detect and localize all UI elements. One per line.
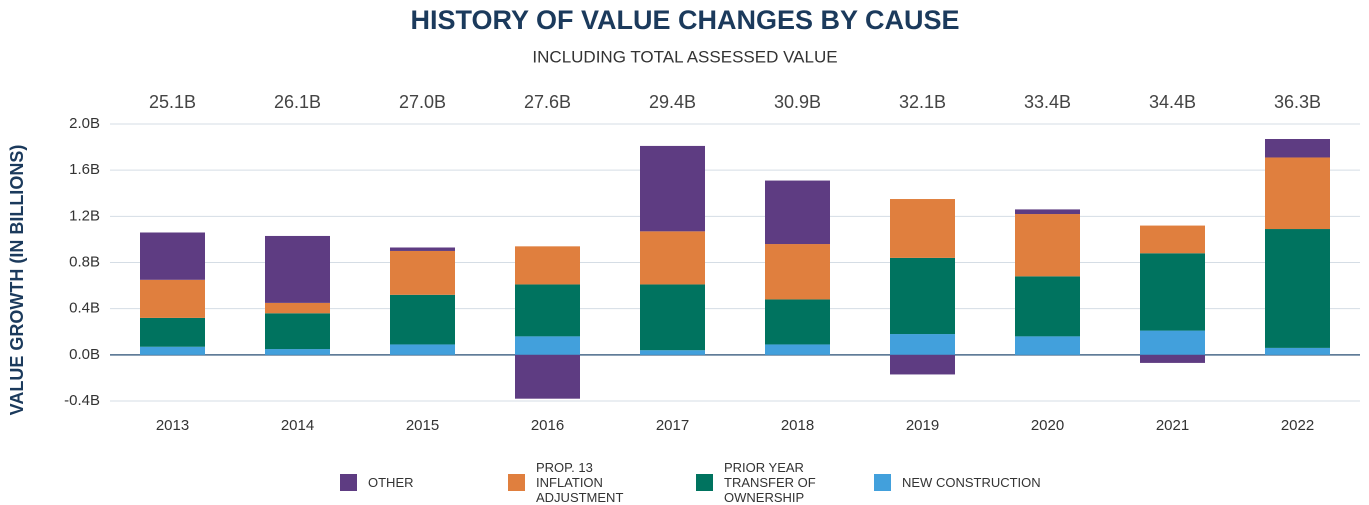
y-tick-label: 0.0B — [69, 346, 100, 363]
bar-segment — [890, 199, 955, 258]
total-label: 34.4B — [1149, 92, 1196, 112]
bar-segment — [1265, 139, 1330, 158]
legend-swatch — [340, 474, 357, 491]
bar-segment — [1015, 209, 1080, 215]
bar-segment — [265, 313, 330, 350]
bar-segment — [515, 284, 580, 337]
x-tick-label: 2020 — [1031, 417, 1064, 434]
bar-segment — [640, 284, 705, 351]
total-label: 29.4B — [649, 92, 696, 112]
total-label: 30.9B — [774, 92, 821, 112]
legend-item: NEW CONSTRUCTION — [874, 474, 1074, 491]
y-axis-title: VALUE GROWTH (IN BILLIONS) — [7, 145, 27, 416]
x-tick-label: 2017 — [656, 417, 689, 434]
legend-item: PRIOR YEAR TRANSFER OF OWNERSHIP — [696, 460, 856, 505]
bar-segment — [515, 354, 580, 399]
x-tick-label: 2015 — [406, 417, 439, 434]
bar-segment — [1140, 330, 1205, 355]
bar-segment — [140, 279, 205, 318]
bar-segment — [1140, 354, 1205, 363]
bar-segment — [765, 244, 830, 300]
x-tick-label: 2014 — [281, 417, 314, 434]
total-label: 26.1B — [274, 92, 321, 112]
bar-segment — [140, 232, 205, 280]
bar-segment — [1140, 225, 1205, 254]
y-tick-label: 2.0B — [69, 115, 100, 132]
chart: HISTORY OF VALUE CHANGES BY CAUSE INCLUD… — [7, 5, 1360, 434]
bar-segment — [765, 344, 830, 355]
bar-segment — [640, 145, 705, 232]
bar-segment — [890, 354, 955, 375]
legend-label: OTHER — [368, 475, 414, 490]
bar-segment — [640, 350, 705, 355]
x-tick-label: 2016 — [531, 417, 564, 434]
legend: OTHER PROP. 13 INFLATION ADJUSTMENT PRIOR … — [340, 460, 1074, 505]
bar-segment — [890, 334, 955, 355]
bar-segment — [1015, 336, 1080, 355]
bar-segment — [515, 336, 580, 355]
y-tick-label: -0.4B — [64, 392, 100, 409]
legend-item: OTHER — [340, 474, 490, 491]
bar-segment — [140, 317, 205, 347]
bar-segment — [265, 235, 330, 303]
total-label: 32.1B — [899, 92, 946, 112]
bar-segment — [1140, 253, 1205, 331]
total-label: 25.1B — [149, 92, 196, 112]
y-tick-label: 1.2B — [69, 207, 100, 224]
bar-segment — [1265, 229, 1330, 348]
x-tick-label: 2018 — [781, 417, 814, 434]
legend-item: PROP. 13 INFLATION ADJUSTMENT — [508, 460, 678, 505]
bar-segment — [390, 247, 455, 251]
total-label: 27.6B — [524, 92, 571, 112]
legend-swatch — [874, 474, 891, 491]
bar-segment — [265, 349, 330, 355]
bar-segment — [1265, 347, 1330, 355]
bar-segment — [1015, 214, 1080, 277]
y-tick-label: 0.8B — [69, 253, 100, 270]
total-label: 36.3B — [1274, 92, 1321, 112]
legend-swatch — [696, 474, 713, 491]
y-tick-label: 1.6B — [69, 161, 100, 178]
x-tick-label: 2013 — [156, 417, 189, 434]
bar-segment — [515, 246, 580, 285]
bar-segment — [390, 294, 455, 345]
bar-segment — [265, 302, 330, 314]
legend-label: PRIOR YEAR TRANSFER OF OWNERSHIP — [724, 460, 816, 505]
x-tick-label: 2019 — [906, 417, 939, 434]
total-label: 27.0B — [399, 92, 446, 112]
bar-segment — [765, 299, 830, 345]
bar-segment — [890, 257, 955, 335]
chart-title: HISTORY OF VALUE CHANGES BY CAUSE — [410, 5, 959, 35]
bar-segment — [765, 180, 830, 245]
bar-segment — [640, 231, 705, 285]
x-tick-label: 2021 — [1156, 417, 1189, 434]
chart-subtitle: INCLUDING TOTAL ASSESSED VALUE — [532, 47, 837, 66]
legend-label: PROP. 13 INFLATION ADJUSTMENT — [536, 460, 624, 505]
bar-segment — [390, 344, 455, 355]
total-label: 33.4B — [1024, 92, 1071, 112]
bar-segment — [140, 346, 205, 355]
bar-segment — [1265, 157, 1330, 230]
x-tick-label: 2022 — [1281, 417, 1314, 434]
legend-swatch — [508, 474, 525, 491]
y-tick-label: 0.4B — [69, 300, 100, 317]
legend-label: NEW CONSTRUCTION — [902, 475, 1041, 490]
bar-segment — [390, 250, 455, 295]
bar-segment — [1015, 276, 1080, 337]
